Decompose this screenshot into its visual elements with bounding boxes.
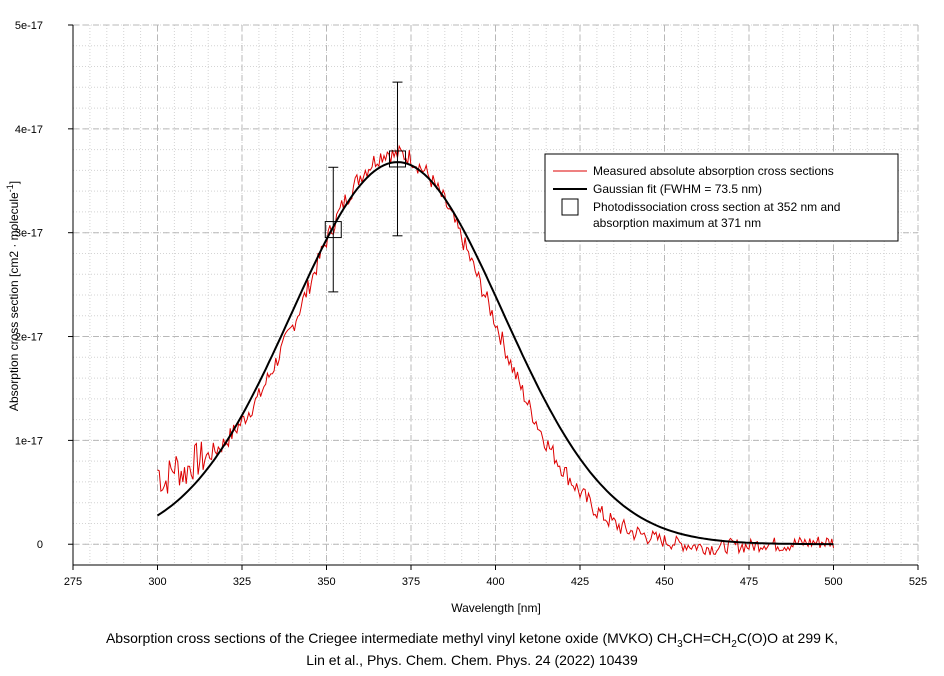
legend-swatch-marker [561,198,579,216]
y-axis-title-close: ] [7,181,21,184]
absorption-chart: 275 300 325 350 375 400 425 450 475 500 525 0 1e-17 2… [5,20,928,615]
caption-sub-1: 3 [677,638,683,650]
caption-text-c: C(O)O at 299 K, [736,630,839,646]
x-tick-label: 375 [402,576,420,588]
measured-series-line [157,144,834,556]
x-tick-label: 475 [740,576,758,588]
y-tick-label: 0 [37,539,43,551]
legend: Measured absolute absorption cross secti… [544,153,899,242]
y-axis-title: Absorption cross section [cm2 · molecule… [5,181,21,411]
x-tick-label: 525 [909,576,927,588]
x-tick-label: 500 [824,576,842,588]
figure-caption-line1: Absorption cross sections of the Criegee… [0,630,944,650]
y-tick-label: 5e-17 [15,20,43,32]
y-tick-label: 2e-17 [15,332,43,344]
x-tick-label: 300 [148,576,166,588]
x-tick-label: 400 [486,576,504,588]
legend-label-marker-line2: absorption maximum at 371 nm [593,216,761,230]
x-tick-label: 275 [64,576,82,588]
legend-box [544,153,899,242]
x-tick-label: 325 [233,576,251,588]
photodissociation-marker [388,150,406,168]
caption-text-a: Absorption cross sections of the Criegee… [105,630,678,646]
x-axis-title: Wavelength [nm] [451,601,541,615]
caption-sub-2: 2 [731,638,737,650]
y-tick-label: 4e-17 [15,124,43,136]
x-tick-label: 425 [571,576,589,588]
figure-caption-line2: Lin et al., Phys. Chem. Chem. Phys. 24 (… [306,652,638,668]
legend-label-measured: Measured absolute absorption cross secti… [593,164,834,178]
gaussian-fit-line [156,161,834,546]
y-axis-title-superscript: -1 [5,184,15,192]
x-tick-label: 350 [317,576,335,588]
y-tick-label: 1e-17 [15,435,43,447]
y-tick-label: 3e-17 [15,228,43,240]
legend-label-gaussian: Gaussian fit (FWHM = 73.5 nm) [593,182,762,196]
x-tick-label: 450 [655,576,673,588]
y-axis-title-main: Absorption cross section [cm2 · molecule [7,192,21,411]
photodissociation-marker [324,221,342,239]
caption-text-b: CH=CH [682,630,732,646]
legend-label-marker-line1: Photodissociation cross section at 352 n… [593,200,840,214]
